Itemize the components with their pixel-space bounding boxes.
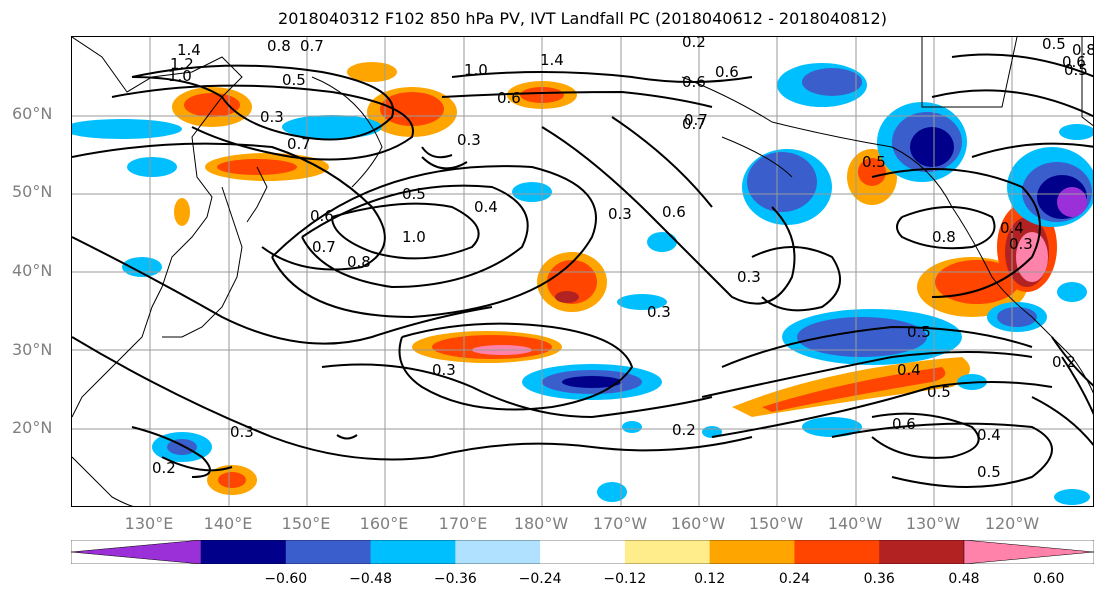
lon-label: 170°E	[438, 514, 488, 533]
lon-label: 150°W	[748, 514, 804, 533]
colorbar-extend-low	[71, 540, 202, 564]
contour-label: 0.5	[862, 153, 886, 171]
colorbar-tick-label: −0.60	[264, 571, 308, 587]
anomaly-shading	[72, 62, 1093, 505]
contour-label: 1.2	[170, 55, 194, 73]
contour-label: 0.2	[152, 459, 176, 477]
contour-label: 0.7	[300, 37, 324, 55]
contour-label: 0.4	[977, 426, 1001, 444]
contour-label: 1.0	[168, 67, 192, 85]
contour-label: 0.3	[457, 131, 481, 149]
lat-label-60n: 60°N	[12, 104, 53, 123]
contour-label: 0.5	[907, 323, 931, 341]
contour-label: 0.6	[662, 203, 686, 221]
colorbar-tick-label: −0.24	[518, 571, 562, 587]
colorbar-tick-label: −0.12	[603, 571, 647, 587]
lon-label: 120°W	[984, 514, 1040, 533]
contour-label: 1.4	[177, 41, 201, 59]
graticule	[72, 37, 1093, 506]
contour-label: 0.6	[1062, 53, 1086, 71]
contour-label: 0.4	[474, 198, 498, 216]
lon-label: 170°W	[592, 514, 648, 533]
colorbar-cell	[879, 540, 965, 564]
contour-label: 0.6	[310, 207, 334, 225]
colorbar-tick-label: 0.48	[948, 571, 980, 587]
map-title: 2018040312 F102 850 hPa PV, IVT Landfall…	[278, 9, 887, 28]
contour-label: 0.5	[282, 71, 306, 89]
colorbar-tick-label: 0.60	[1033, 571, 1065, 587]
lon-label: 160°W	[670, 514, 726, 533]
contour-label: 0.6	[715, 63, 739, 81]
colorbar-tick-label: −0.48	[349, 571, 392, 587]
colorbar-cell	[794, 540, 880, 564]
contour-label: 0.6	[892, 415, 916, 433]
contour-label: 0.2	[672, 421, 696, 439]
contour-label: 0.8	[347, 253, 371, 271]
contour-label: 1.4	[540, 51, 564, 69]
lon-label: 140°W	[827, 514, 883, 533]
lon-label: 160°E	[359, 514, 409, 533]
contour-label: 1.0	[402, 228, 426, 246]
colorbar-cell	[285, 540, 372, 564]
colorbar-cell	[201, 540, 287, 564]
colorbar-extend-high	[963, 540, 1094, 564]
contour-label: 0.3	[647, 303, 671, 321]
colorbar-tick-label: 0.24	[778, 571, 811, 587]
colorbar-cell	[455, 540, 541, 564]
colorbar	[71, 540, 1094, 564]
contour-label: 0.7	[287, 135, 311, 153]
lon-label: 180°W	[513, 514, 569, 533]
colorbar-cell	[370, 540, 456, 564]
lat-label-50n: 50°N	[12, 182, 53, 201]
contour-label: 0.2	[1052, 353, 1076, 371]
contour-label: 0.4	[897, 361, 921, 379]
contour-label: 0.8	[932, 228, 956, 246]
colorbar-tick-label: 0.12	[694, 571, 726, 587]
contour-label: 0.2	[682, 37, 706, 51]
colorbar-cell	[540, 540, 626, 564]
colorbar-tick-label: 0.36	[863, 571, 895, 587]
contour-label: 0.3	[260, 108, 284, 126]
lon-label: 130°W	[905, 514, 961, 533]
contour-label: 0.7	[312, 238, 336, 256]
contour-label: 0.8	[267, 37, 291, 55]
contour-label: 0.3	[608, 205, 632, 223]
colorbar-cell	[624, 540, 711, 564]
contour-label: 0.5	[402, 185, 426, 203]
contour-label: 0.5	[977, 463, 1001, 481]
colorbar-tick-label: −0.36	[433, 571, 477, 587]
lat-label-30n: 30°N	[12, 340, 53, 359]
lon-label: 130°E	[124, 514, 174, 533]
lat-label-20n: 20°N	[12, 418, 53, 437]
contour-label: 0.8	[1072, 41, 1094, 59]
colorbar-cell	[709, 540, 795, 564]
contour-label: 0.5	[1042, 37, 1066, 53]
contour-label: 0.7	[684, 111, 708, 129]
map-canvas: 1.4 1.2 1.0 0.8 0.7 0.5 0.3 0.7 1.0 1.4 …	[72, 37, 1094, 506]
contour-label: 0.5	[1064, 61, 1088, 79]
contour-label: 0.5	[927, 383, 951, 401]
contour-label: 0.3	[737, 268, 761, 286]
lat-label-40n: 40°N	[12, 261, 53, 280]
contour-label: 0.3	[432, 361, 456, 379]
contour-label: 0.4	[1000, 219, 1024, 237]
contour-labels: 1.4 1.2 1.0 0.8 0.7 0.5 0.3 0.7 1.0 1.4 …	[152, 37, 1094, 481]
contour-label: 0.6	[682, 73, 706, 91]
lon-label: 140°E	[203, 514, 253, 533]
contour-label: 1.0	[464, 61, 488, 79]
contour-label: 0.3	[1009, 235, 1033, 253]
pv-contours	[72, 53, 1093, 488]
contour-label: 0.6	[497, 89, 521, 107]
contour-label: 0.3	[230, 423, 254, 441]
lon-label: 150°E	[281, 514, 331, 533]
contour-label: 0.7	[682, 115, 706, 133]
map-panel: 1.4 1.2 1.0 0.8 0.7 0.5 0.3 0.7 1.0 1.4 …	[71, 36, 1094, 507]
